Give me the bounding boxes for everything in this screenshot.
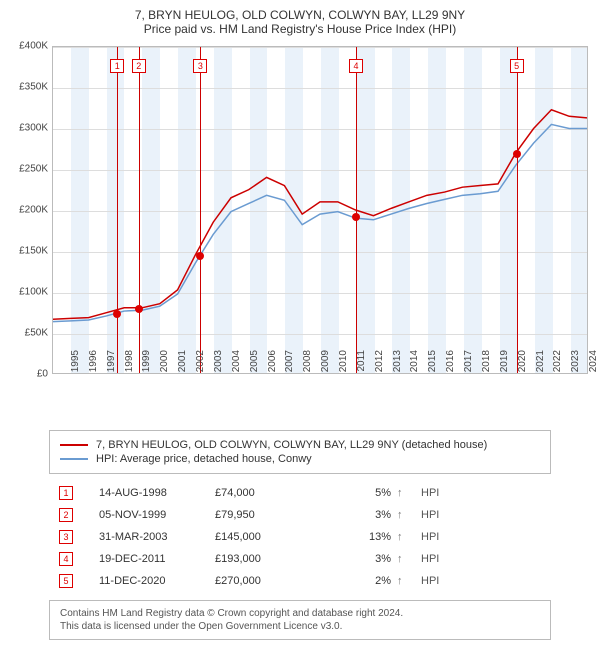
legend-swatch <box>60 444 88 446</box>
transaction-row: 1 14-AUG-1998 £74,000 5% ↑ HPI <box>49 482 551 504</box>
y-axis-tick: £300K <box>8 123 48 134</box>
transaction-tag: HPI <box>421 575 439 587</box>
price-marker-3: 3 <box>193 59 207 73</box>
transaction-pct: 3% <box>331 509 391 521</box>
transaction-tag: HPI <box>421 531 439 543</box>
legend-label: HPI: Average price, detached house, Conw… <box>96 453 312 465</box>
transaction-tag: HPI <box>421 509 439 521</box>
transaction-marker: 2 <box>59 508 73 522</box>
price-chart: 12 3 4 5 £0 £50K £100K £150K £200K £250K £300K £35… <box>8 42 592 422</box>
transaction-row: 2 05-NOV-1999 £79,950 3% ↑ HPI <box>49 504 551 526</box>
chart-title-block: 7, BRYN HEULOG, OLD COLWYN, COLWYN BAY, … <box>8 8 592 36</box>
footer-line-2: This data is licensed under the Open Gov… <box>60 620 540 633</box>
transaction-date: 31-MAR-2003 <box>79 531 209 543</box>
price-marker-5: 5 <box>510 59 524 73</box>
transaction-price: £74,000 <box>215 487 325 499</box>
up-arrow-icon: ↑ <box>397 575 415 587</box>
transaction-tag: HPI <box>421 553 439 565</box>
legend-swatch <box>60 458 88 460</box>
transaction-date: 11-DEC-2020 <box>79 575 209 587</box>
y-axis-tick: £150K <box>8 246 48 257</box>
transaction-marker: 5 <box>59 574 73 588</box>
legend-label: 7, BRYN HEULOG, OLD COLWYN, COLWYN BAY, … <box>96 439 487 451</box>
transaction-marker: 3 <box>59 530 73 544</box>
y-axis-tick: £350K <box>8 82 48 93</box>
transaction-marker: 4 <box>59 552 73 566</box>
legend-row: HPI: Average price, detached house, Conw… <box>60 453 540 465</box>
y-axis-tick: £100K <box>8 287 48 298</box>
y-axis-tick: £0 <box>8 369 48 380</box>
transaction-pct: 5% <box>331 487 391 499</box>
transaction-date: 19-DEC-2011 <box>79 553 209 565</box>
y-axis-tick: £250K <box>8 164 48 175</box>
legend-row: 7, BRYN HEULOG, OLD COLWYN, COLWYN BAY, … <box>60 439 540 451</box>
up-arrow-icon: ↑ <box>397 553 415 565</box>
transaction-pct: 2% <box>331 575 391 587</box>
chart-subtitle: Price paid vs. HM Land Registry's House … <box>8 22 592 36</box>
transaction-tag: HPI <box>421 487 439 499</box>
transaction-pct: 3% <box>331 553 391 565</box>
transaction-pct: 13% <box>331 531 391 543</box>
chart-title: 7, BRYN HEULOG, OLD COLWYN, COLWYN BAY, … <box>8 8 592 22</box>
transaction-row: 4 19-DEC-2011 £193,000 3% ↑ HPI <box>49 548 551 570</box>
transaction-price: £270,000 <box>215 575 325 587</box>
transaction-row: 3 31-MAR-2003 £145,000 13% ↑ HPI <box>49 526 551 548</box>
transactions-table: 1 14-AUG-1998 £74,000 5% ↑ HPI 2 05-NOV-1999 £79… <box>49 482 551 592</box>
up-arrow-icon: ↑ <box>397 531 415 543</box>
transaction-date: 14-AUG-1998 <box>79 487 209 499</box>
transaction-marker: 1 <box>59 486 73 500</box>
up-arrow-icon: ↑ <box>397 509 415 521</box>
y-axis-tick: £200K <box>8 205 48 216</box>
price-marker-1: 1 <box>110 59 124 73</box>
transaction-price: £79,950 <box>215 509 325 521</box>
y-axis-tick: £50K <box>8 328 48 339</box>
price-marker-4: 4 <box>349 59 363 73</box>
x-axis-tick: 2025 <box>588 350 600 398</box>
data-attribution: Contains HM Land Registry data © Crown c… <box>49 600 551 640</box>
footer-line-1: Contains HM Land Registry data © Crown c… <box>60 607 540 620</box>
up-arrow-icon: ↑ <box>397 487 415 499</box>
transaction-row: 5 11-DEC-2020 £270,000 2% ↑ HPI <box>49 570 551 592</box>
y-axis-tick: £400K <box>8 41 48 52</box>
price-marker-2: 2 <box>132 59 146 73</box>
legend: 7, BRYN HEULOG, OLD COLWYN, COLWYN BAY, … <box>49 430 551 474</box>
transaction-price: £193,000 <box>215 553 325 565</box>
transaction-date: 05-NOV-1999 <box>79 509 209 521</box>
transaction-price: £145,000 <box>215 531 325 543</box>
